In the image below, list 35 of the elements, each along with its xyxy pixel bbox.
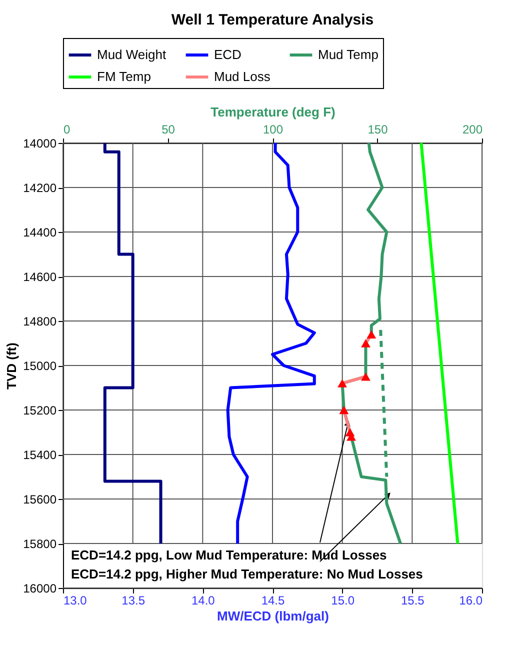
x-tick-label: 13.5 — [122, 594, 146, 608]
y-tick-label: 14800 — [23, 314, 57, 328]
x2-tick-label: 150 — [368, 122, 388, 136]
x-tick-label: 14.0 — [191, 594, 216, 608]
x2-tick-label: 50 — [162, 122, 176, 136]
x-tick-label: 16.0 — [459, 594, 483, 608]
legend-label: Mud Loss — [214, 69, 271, 84]
x2-axis-title: Temperature (deg F) — [210, 104, 336, 120]
y-tick-label: 14000 — [23, 136, 57, 150]
y-tick-label: 16000 — [23, 582, 57, 596]
y-tick-label: 15800 — [23, 537, 57, 551]
x-tick-label: 13.0 — [64, 594, 88, 608]
legend-label: Mud Weight — [97, 47, 167, 62]
annotation: ECD=14.2 ppg, Higher Mud Temperature: No Mud Losses — [71, 566, 423, 582]
line-series — [226, 142, 316, 545]
chart-title: Well 1 Temperature Analysis — [171, 12, 374, 28]
line-series — [103, 142, 162, 545]
y-tick-label: 15400 — [23, 448, 57, 462]
x-tick-label: 14.5 — [261, 594, 285, 608]
y-tick-label: 14400 — [23, 226, 57, 240]
y-tick-label: 15200 — [23, 404, 57, 418]
legend-label: FM Temp — [97, 69, 151, 84]
x2-tick-label: 0 — [64, 122, 70, 136]
y-tick-label: 14200 — [23, 181, 57, 195]
legend-label: ECD — [214, 47, 242, 62]
x2-tick-label: 200 — [462, 122, 483, 136]
x-tick-label: 15.5 — [400, 594, 425, 608]
x-axis-title: MW/ECD (lbm/gal) — [217, 608, 329, 624]
x-tick-label: 15.0 — [331, 594, 355, 608]
y-axis-title: TVD (ft) — [4, 342, 20, 390]
x2-tick-label: 100 — [262, 122, 284, 136]
y-tick-label: 15600 — [23, 492, 57, 506]
legend-label: Mud Temp — [318, 47, 378, 62]
y-tick-label: 14600 — [23, 270, 57, 284]
y-tick-label: 15000 — [23, 359, 57, 373]
